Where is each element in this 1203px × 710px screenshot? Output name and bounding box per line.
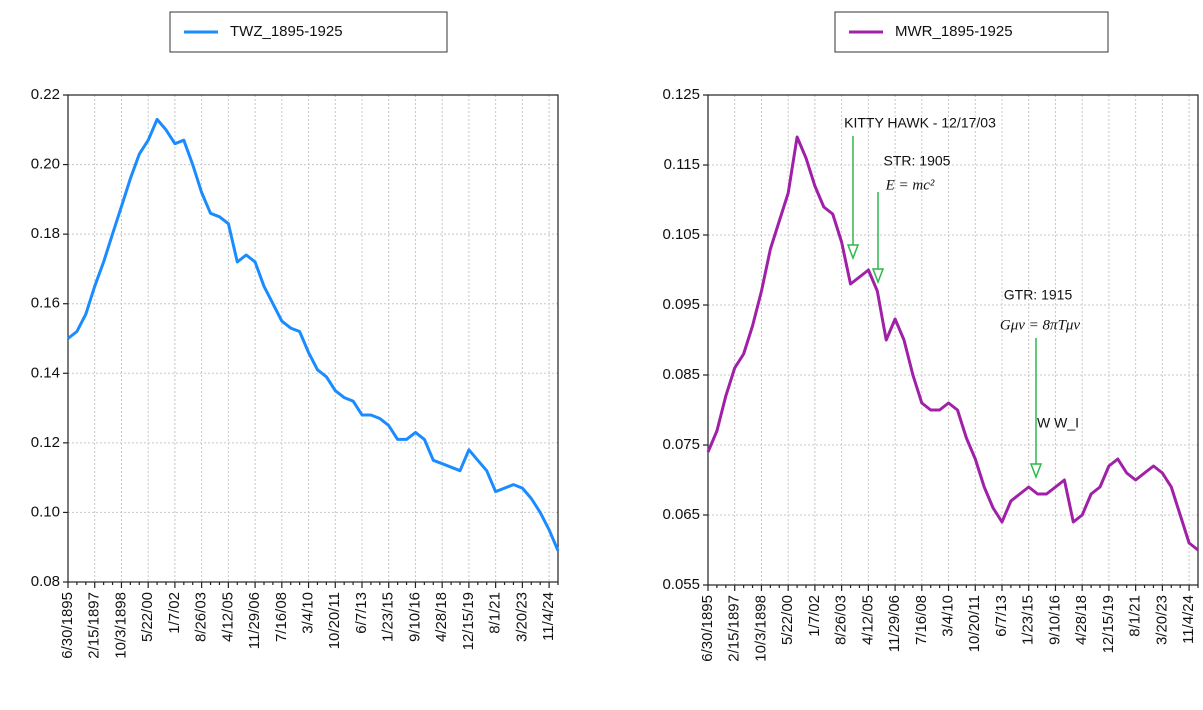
x-tick-label: 3/4/10 [940,595,957,637]
y-tick-label: 0.115 [664,156,700,173]
y-tick-label: 0.10 [31,503,60,520]
x-tick-label: 8/1/21 [1127,595,1144,637]
plot-frame [707,94,1199,586]
y-tick-label: 0.125 [662,86,700,103]
y-tick-label: 0.065 [662,506,700,523]
x-tick-label: 4/28/18 [433,592,450,642]
annotation: KITTY HAWK - 12/17/03 [844,115,996,131]
x-tick-label: 1/23/15 [1020,595,1037,645]
legend-label: TWZ_1895-1925 [230,23,343,40]
x-tick-label: 11/4/24 [540,592,557,641]
y-tick-label: 0.12 [31,434,60,451]
x-tick-label: 11/29/06 [246,592,263,649]
y-tick-label: 0.08 [31,573,60,590]
y-tick-label: 0.095 [662,296,700,313]
legend-label: MWR_1895-1925 [895,23,1013,40]
x-tick-label: 9/10/16 [1046,595,1063,645]
x-tick-label: 10/3/1898 [752,595,769,662]
x-tick-label: 8/1/21 [487,592,504,634]
data-line [706,135,1199,552]
data-line [67,117,560,552]
x-tick-label: 1/7/02 [166,592,183,634]
annotation-arrowhead [846,244,860,261]
y-tick-label: 0.055 [662,576,700,593]
y-tick-label: 0.085 [662,366,700,383]
x-tick-label: 7/16/08 [273,592,290,642]
x-tick-label: 3/20/23 [513,592,530,642]
x-tick-label: 10/20/11 [966,595,983,652]
annotation: GTR: 1915 [1004,287,1073,303]
y-tick-label: 0.16 [31,295,60,312]
x-tick-label: 6/7/13 [353,592,370,634]
x-tick-label: 9/10/16 [406,592,423,642]
x-tick-label: 10/3/1898 [112,592,129,659]
x-tick-label: 4/12/05 [219,592,236,642]
x-tick-label: 3/4/10 [300,592,317,634]
x-tick-label: 3/20/23 [1153,595,1170,645]
annotation: E = mc² [885,177,935,193]
plot-frame [67,94,559,583]
x-tick-label: 4/28/18 [1073,595,1090,645]
x-tick-label: 12/15/19 [460,592,477,650]
x-tick-label: 4/12/05 [859,595,876,645]
x-tick-label: 11/4/24 [1180,595,1197,644]
y-tick-label: 0.22 [31,86,60,103]
x-tick-label: 1/23/15 [380,592,397,642]
x-tick-label: 7/16/08 [913,595,930,645]
x-tick-label: 2/15/1897 [726,595,743,662]
x-tick-label: 6/30/1895 [59,592,76,659]
y-tick-label: 0.075 [662,436,700,453]
x-tick-label: 12/15/19 [1100,595,1117,653]
x-tick-label: 6/7/13 [993,595,1010,637]
y-tick-label: 0.20 [31,156,60,173]
y-tick-label: 0.105 [662,226,700,243]
y-tick-label: 0.18 [31,225,60,242]
x-tick-label: 5/22/00 [779,595,796,645]
annotation-arrowhead [1029,463,1043,480]
x-tick-label: 1/7/02 [806,595,823,637]
annotation: W W_I [1037,415,1079,431]
y-tick-label: 0.14 [31,364,60,381]
x-tick-label: 11/29/06 [886,595,903,652]
x-tick-label: 8/26/03 [833,595,850,645]
x-tick-label: 6/30/1895 [699,595,716,662]
x-tick-label: 10/20/11 [326,592,343,649]
x-tick-label: 5/22/00 [139,592,156,642]
annotation: STR: 1905 [884,153,951,169]
annotation: Gμν = 8πTμν [1000,317,1081,333]
panel: 0.055 0.065 0.075 0.085 0.095 0.105 0.115 0.125… [662,11,1199,662]
x-tick-label: 8/26/03 [193,592,210,642]
panel: 0.08 0.10 0.12 0.14 0.16 0.18 0.20 0.22 6/30/189… [31,11,560,659]
x-tick-label: 2/15/1897 [86,592,103,659]
annotation-arrowhead [871,268,885,285]
